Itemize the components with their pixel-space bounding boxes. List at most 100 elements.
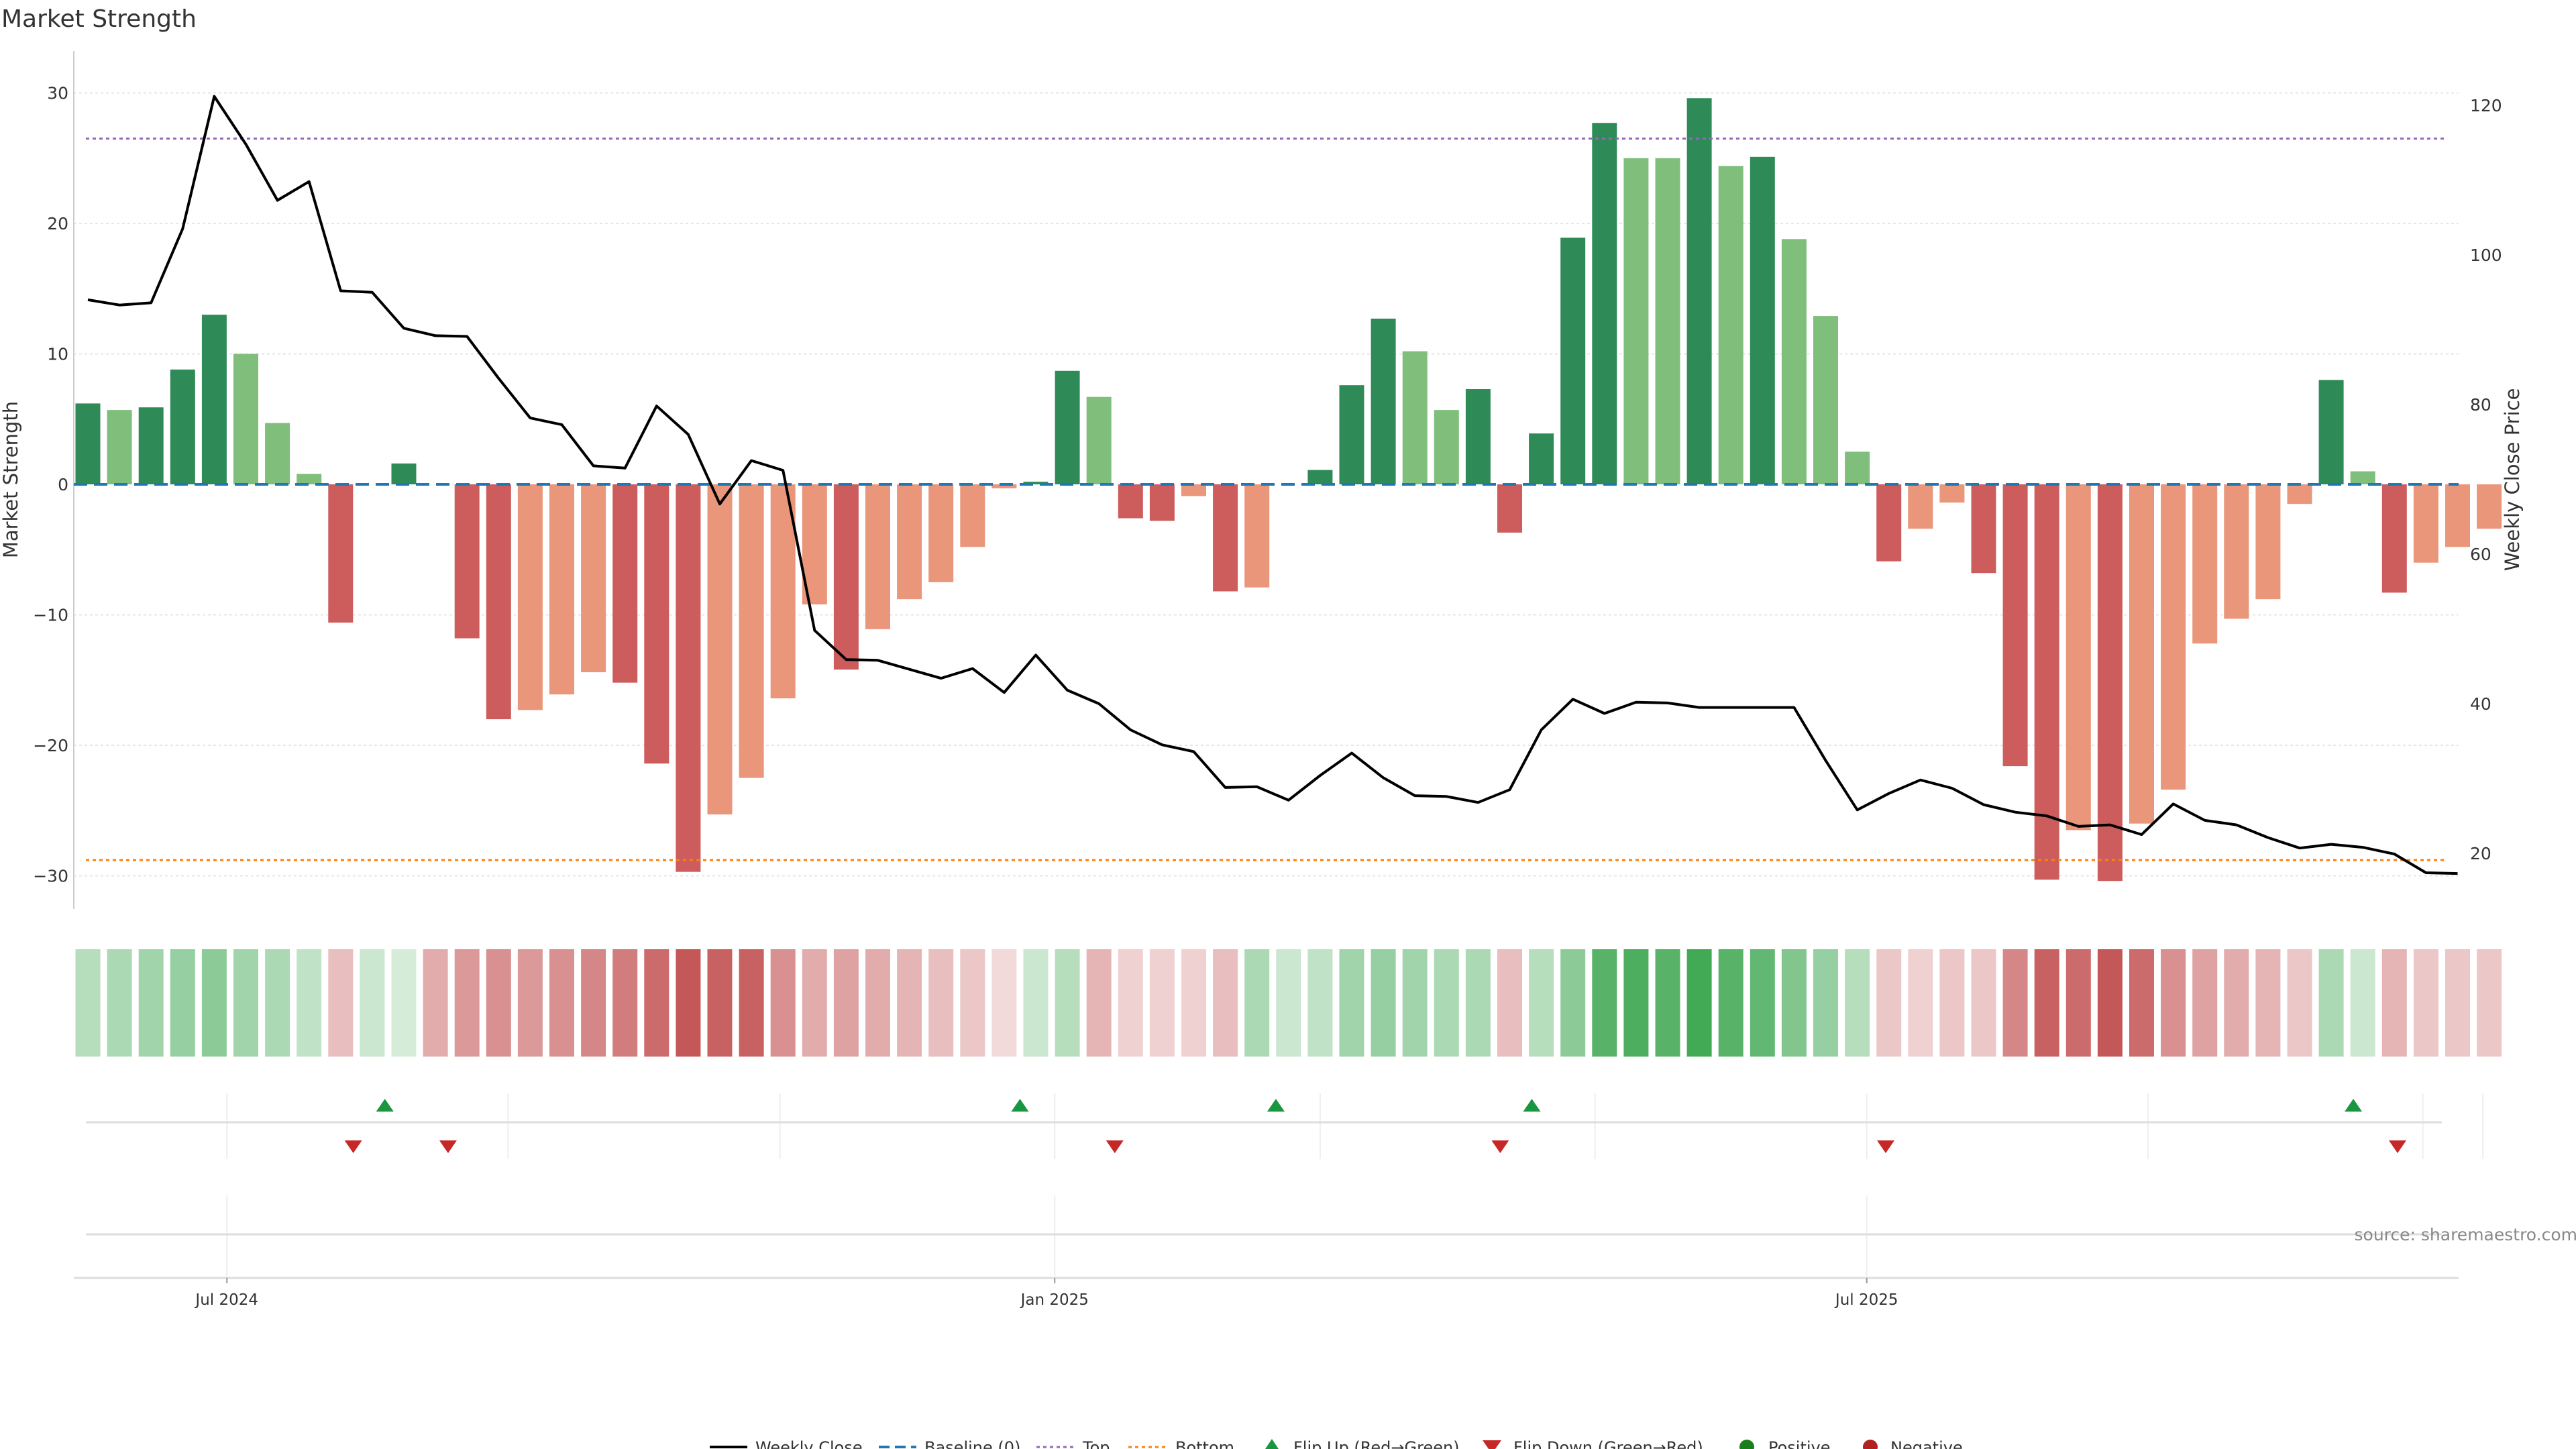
flip-up-marker — [1267, 1099, 1285, 1112]
strength-bar — [201, 315, 227, 484]
strength-bar — [328, 484, 354, 623]
y2-tick-label: 60 — [2470, 545, 2491, 564]
momentum-cell — [1244, 949, 1270, 1057]
y2-tick-label: 120 — [2470, 96, 2502, 115]
strength-bar — [1939, 484, 1965, 503]
momentum-cell — [1718, 949, 1743, 1057]
momentum-cell — [2413, 949, 2438, 1057]
source-note: source: sharemaestro.com — [2355, 1225, 2576, 1244]
momentum-cell — [107, 949, 132, 1057]
legend: Weekly Close Baseline (0) Top Bottom Fli… — [710, 1438, 1963, 1449]
flip-up-marker — [1523, 1099, 1541, 1112]
momentum-cell — [2129, 949, 2154, 1057]
momentum-cell — [1181, 949, 1206, 1057]
lower-panel: Jul 2024 Jan 2025 Jul 2025 — [74, 1195, 2459, 1309]
legend-flip-down-icon — [1483, 1440, 1501, 1449]
strength-bar — [991, 484, 1017, 488]
momentum-cell — [707, 949, 733, 1057]
momentum-cell — [1307, 949, 1333, 1057]
strength-bar — [1655, 158, 1680, 484]
momentum-cell — [1055, 949, 1080, 1057]
strength-bar — [1845, 451, 1870, 484]
momentum-cell — [2350, 949, 2375, 1057]
momentum-cell — [1276, 949, 1301, 1057]
momentum-cell — [1560, 949, 1586, 1057]
momentum-cell — [170, 949, 195, 1057]
momentum-cell — [1402, 949, 1428, 1057]
y2-tick-label: 40 — [2470, 694, 2491, 714]
strength-bar — [2287, 484, 2312, 504]
momentum-cell — [2255, 949, 2281, 1057]
chart-title: Market Strength — [1, 5, 197, 33]
momentum-cell — [75, 949, 101, 1057]
strength-bar — [2445, 484, 2470, 547]
strength-bar — [770, 484, 796, 698]
momentum-cell — [1623, 949, 1649, 1057]
flip-up-marker — [1011, 1099, 1029, 1112]
strength-bar — [644, 484, 669, 764]
y-tick-label: −10 — [33, 606, 68, 625]
y-tick-label: 30 — [47, 84, 68, 103]
strength-bar — [833, 484, 859, 670]
strength-bar — [928, 484, 954, 582]
strength-bar — [1592, 123, 1617, 485]
momentum-cell — [1813, 949, 1838, 1057]
momentum-cell — [1908, 949, 1933, 1057]
momentum-cell — [1750, 949, 1775, 1057]
momentum-cell — [2161, 949, 2186, 1057]
strength-bar — [1529, 433, 1554, 484]
momentum-cell — [2034, 949, 2059, 1057]
y-tick-label: −30 — [33, 867, 68, 886]
momentum-cell — [1434, 949, 1459, 1057]
strength-bar — [1086, 396, 1112, 484]
flip-down-marker — [344, 1140, 362, 1153]
momentum-cell — [676, 949, 701, 1057]
strength-bar — [1307, 470, 1333, 484]
strength-bar — [676, 484, 701, 872]
y2-axis-ticks: 120 100 80 60 40 20 — [2470, 96, 2502, 863]
momentum-cell — [1149, 949, 1175, 1057]
strength-bar — [1434, 410, 1459, 484]
momentum-cell — [1465, 949, 1491, 1057]
y-tick-label: 0 — [58, 475, 68, 494]
strength-bar — [1055, 370, 1080, 484]
strength-bar — [549, 484, 574, 695]
momentum-cell — [2192, 949, 2218, 1057]
momentum-cell — [201, 949, 227, 1057]
strength-bar — [707, 484, 733, 815]
momentum-cell — [454, 949, 480, 1057]
momentum-cell — [1497, 949, 1522, 1057]
weekly-close-line — [87, 95, 2458, 875]
momentum-cell — [2318, 949, 2344, 1057]
momentum-cell — [1213, 949, 1238, 1057]
strength-bar — [2477, 484, 2502, 529]
momentum-cell — [2445, 949, 2470, 1057]
momentum-cell — [1371, 949, 1396, 1057]
strength-bar — [960, 484, 985, 547]
momentum-cell — [2002, 949, 2028, 1057]
momentum-cell — [360, 949, 385, 1057]
strength-bar — [1149, 484, 1175, 521]
momentum-cell — [2065, 949, 2091, 1057]
legend-weekly-close: Weekly Close — [755, 1438, 863, 1449]
momentum-cell — [991, 949, 1017, 1057]
strength-bar — [2097, 484, 2123, 881]
flip-markers — [344, 1099, 2407, 1153]
strength-bar — [138, 407, 164, 484]
legend-positive: Positive — [1768, 1438, 1831, 1449]
momentum-cell — [328, 949, 354, 1057]
strength-bar — [2192, 484, 2218, 644]
legend-flip-up-icon — [1265, 1439, 1279, 1449]
strength-bar — [1023, 482, 1049, 484]
strength-bar — [2224, 484, 2249, 619]
flip-up-marker — [2345, 1099, 2363, 1112]
strength-bar — [1876, 484, 1902, 561]
legend-bottom: Bottom — [1175, 1438, 1234, 1449]
strength-bar — [1402, 351, 1428, 484]
legend-top: Top — [1082, 1438, 1110, 1449]
strength-bar — [1118, 484, 1143, 519]
flip-down-marker — [1876, 1140, 1894, 1153]
momentum-cell — [770, 949, 796, 1057]
momentum-cell — [928, 949, 954, 1057]
